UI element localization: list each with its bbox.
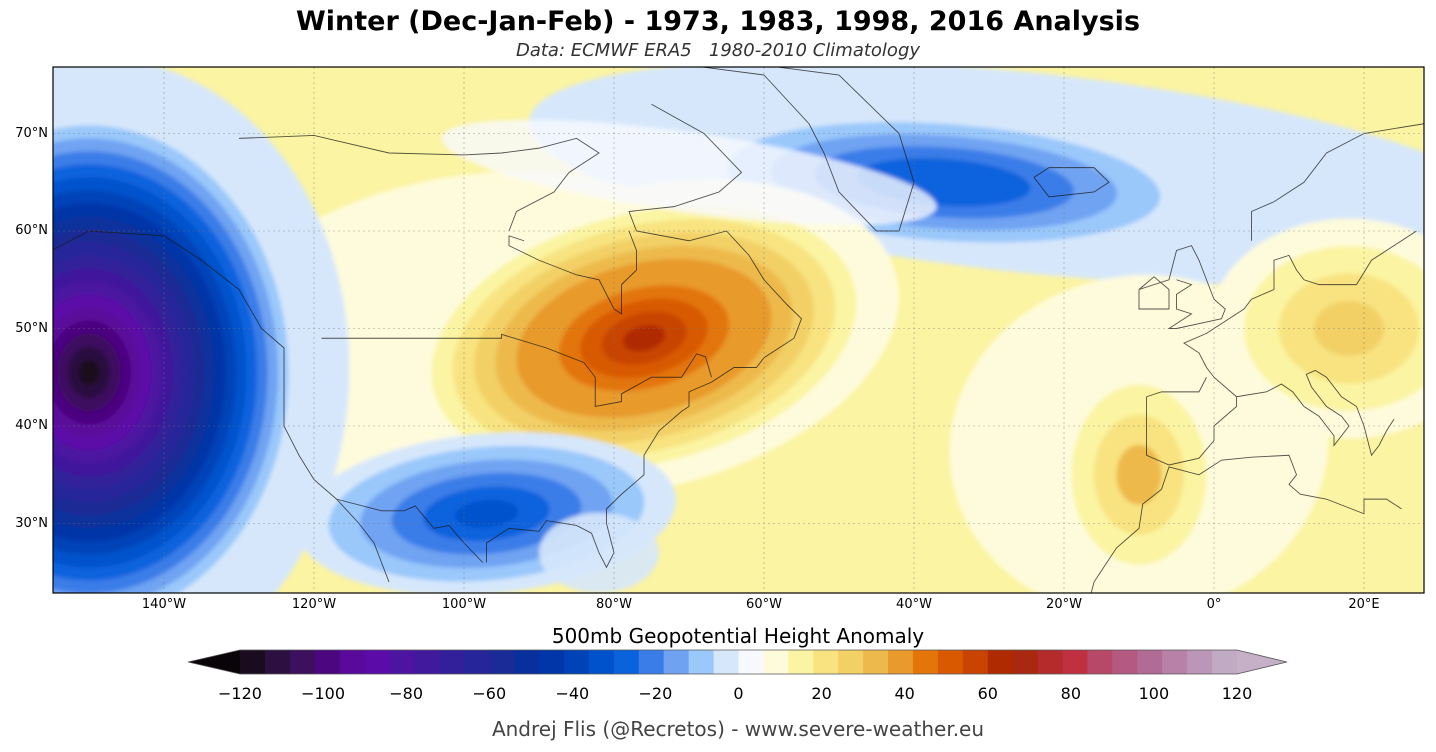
colorbar-segment [264, 650, 291, 674]
colorbar-segment [289, 650, 316, 674]
colorbar-outline [187, 649, 1288, 675]
lon-label: 100°W [441, 597, 487, 612]
lon-label: 60°W [746, 597, 782, 612]
colorbar-tick-label: 0 [733, 684, 744, 703]
colorbar-tick-label: −100 [301, 684, 346, 703]
coastline [238, 134, 600, 232]
colorbar-tick-label: −20 [638, 684, 673, 703]
colorbar-segment [738, 650, 765, 674]
colorbar-tick-label: 40 [894, 684, 915, 703]
lon-label: 140°W [141, 597, 187, 612]
colorbar-segment [1112, 650, 1138, 674]
chart-title: Winter (Dec-Jan-Feb) - 1973, 1983, 1998,… [295, 6, 1141, 37]
credit-text: Andrej Flis (@Recretos) - www.severe-wea… [491, 717, 985, 741]
chart-subtitle: Data: ECMWF ERA5 1980-2010 Climatology [515, 40, 921, 61]
colorbar-segment [1012, 650, 1039, 674]
coastline [508, 230, 637, 315]
coastline [1146, 377, 1207, 398]
colorbar-segment [788, 650, 814, 674]
colorbar [187, 649, 1288, 675]
colorbar-segment [663, 650, 690, 674]
anomaly-contour [1116, 444, 1162, 505]
map-frame [52, 66, 1425, 594]
colorbar-segment [1062, 650, 1089, 674]
colorbar-tick-label: 60 [977, 684, 998, 703]
coastline [1138, 245, 1226, 329]
colorbar-segment [888, 650, 914, 674]
colorbar-tick-label: 120 [1221, 684, 1253, 703]
colorbar-segment [813, 650, 839, 674]
colorbar-tick-label: −40 [555, 684, 590, 703]
coastline [336, 498, 484, 563]
coastline [698, 67, 915, 232]
colorbar-segment [389, 650, 416, 674]
colorbar-segment [514, 650, 540, 674]
colorbar-segment [339, 650, 366, 674]
colorbar-segment [539, 650, 565, 674]
coastline [1138, 276, 1170, 310]
colorbar-segment [1087, 650, 1113, 674]
anomaly-contour [454, 500, 519, 528]
coastline-lines [53, 67, 1424, 593]
colorbar-segment [863, 650, 889, 674]
lat-label: 60°N [15, 223, 48, 238]
lon-label: 20°E [1348, 597, 1380, 612]
colorbar-segment [688, 650, 715, 674]
colorbar-segment [1187, 650, 1213, 674]
colorbar-tick-label: 100 [1138, 684, 1170, 703]
colorbar-segment [564, 650, 590, 674]
lat-label: 30°N [15, 515, 48, 531]
colorbar-tick-label: −120 [218, 684, 262, 703]
lon-label: 20°W [1046, 597, 1082, 612]
colorbar-title: 500mb Geopotential Height Anomaly [551, 624, 925, 648]
colorbar-segment [240, 650, 266, 674]
lat-label: 50°N [15, 320, 48, 336]
colorbar-extend-high [1237, 650, 1287, 674]
colorbar-tick-label: −80 [389, 684, 424, 703]
anomaly-contour [622, 325, 666, 352]
colorbar-segment [937, 650, 964, 674]
lon-label: 0° [1206, 597, 1222, 612]
colorbar-segment [439, 650, 465, 674]
colorbar-segment [464, 650, 490, 674]
colorbar-segment [763, 650, 789, 674]
colorbar-segment [314, 650, 341, 674]
coastline [486, 103, 803, 569]
colorbar-segment [912, 650, 939, 674]
lon-label: 80°W [596, 597, 632, 612]
anomaly-contour [900, 170, 988, 195]
graticule [53, 67, 1424, 593]
coastline [53, 230, 390, 583]
colorbar-extend-low [188, 650, 240, 674]
anomaly-contour [78, 359, 100, 386]
colorbar-segment [613, 650, 640, 674]
colorbar-segment [1162, 650, 1188, 674]
colorbar-segment [414, 650, 440, 674]
colorbar-segment [1137, 650, 1163, 674]
colorbar-tick-label: −60 [472, 684, 507, 703]
colorbar-segment [713, 650, 740, 674]
colorbar-tick-label: 80 [1060, 684, 1081, 703]
lon-label: 120°W [291, 597, 337, 612]
coastline [321, 333, 712, 408]
colorbar-tick-label: 20 [811, 684, 832, 703]
anomaly-contour [441, 119, 937, 226]
coastline [1033, 167, 1110, 198]
colorbar-segment [1212, 650, 1238, 674]
colorbar-segment [1037, 650, 1064, 674]
colorbar-segment [364, 650, 391, 674]
lat-label: 40°N [15, 418, 48, 433]
coastline [1236, 369, 1395, 457]
lon-label: 40°W [896, 597, 932, 612]
colorbar-segment [588, 650, 615, 674]
colorbar-segment [638, 650, 665, 674]
colorbar-segment [987, 650, 1014, 674]
colorbar-segment [489, 650, 515, 674]
lat-label: 70°N [15, 125, 48, 141]
colorbar-segment [838, 650, 864, 674]
colorbar-segment [962, 650, 989, 674]
